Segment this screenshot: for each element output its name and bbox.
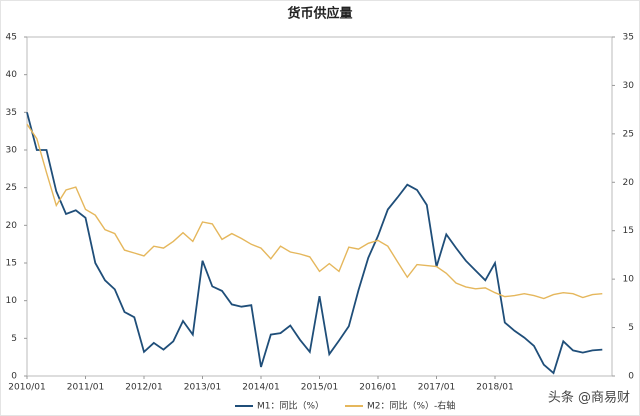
- y2-tick-label: 30: [623, 81, 635, 91]
- y2-tick-label: 15: [623, 226, 634, 236]
- y-tick-label: 0: [11, 372, 17, 382]
- y2-tick-label: 25: [623, 129, 634, 139]
- x-tick-label: 2015/01: [301, 383, 338, 393]
- legend-label: M1：同比（%）: [257, 400, 324, 412]
- x-tick-label: 2010/01: [8, 383, 45, 393]
- y-tick-label: 20: [6, 221, 18, 231]
- chart-title: 货币供应量: [287, 6, 352, 22]
- series-line: [26, 123, 603, 300]
- y2-tick-label: 10: [623, 275, 635, 285]
- y2-tick-label: 35: [623, 33, 634, 43]
- y-tick-label: 25: [6, 183, 17, 193]
- x-tick-label: 2016/01: [359, 383, 396, 393]
- y-tick-label: 30: [6, 146, 18, 156]
- y-tick-label: 5: [11, 334, 17, 344]
- watermark: 头条 @商易财: [548, 390, 630, 406]
- y2-tick-label: 0: [628, 372, 634, 382]
- x-tick-label: 2011/01: [67, 383, 104, 393]
- x-tick-label: 2012/01: [125, 383, 162, 393]
- legend-label: M2：同比（%）-右轴: [367, 400, 455, 412]
- y-tick-label: 40: [6, 70, 18, 80]
- y2-tick-label: 20: [623, 178, 635, 188]
- y-tick-label: 35: [6, 108, 17, 118]
- y-tick-label: 15: [6, 259, 17, 269]
- y2-tick-label: 5: [628, 323, 634, 333]
- x-tick-label: 2013/01: [184, 383, 221, 393]
- y-tick-label: 45: [6, 33, 17, 43]
- x-tick-label: 2014/01: [242, 383, 279, 393]
- x-tick-label: 2017/01: [418, 383, 455, 393]
- x-tick-label: 2018/01: [476, 383, 513, 393]
- y-tick-label: 10: [6, 296, 18, 306]
- series-line: [26, 112, 603, 375]
